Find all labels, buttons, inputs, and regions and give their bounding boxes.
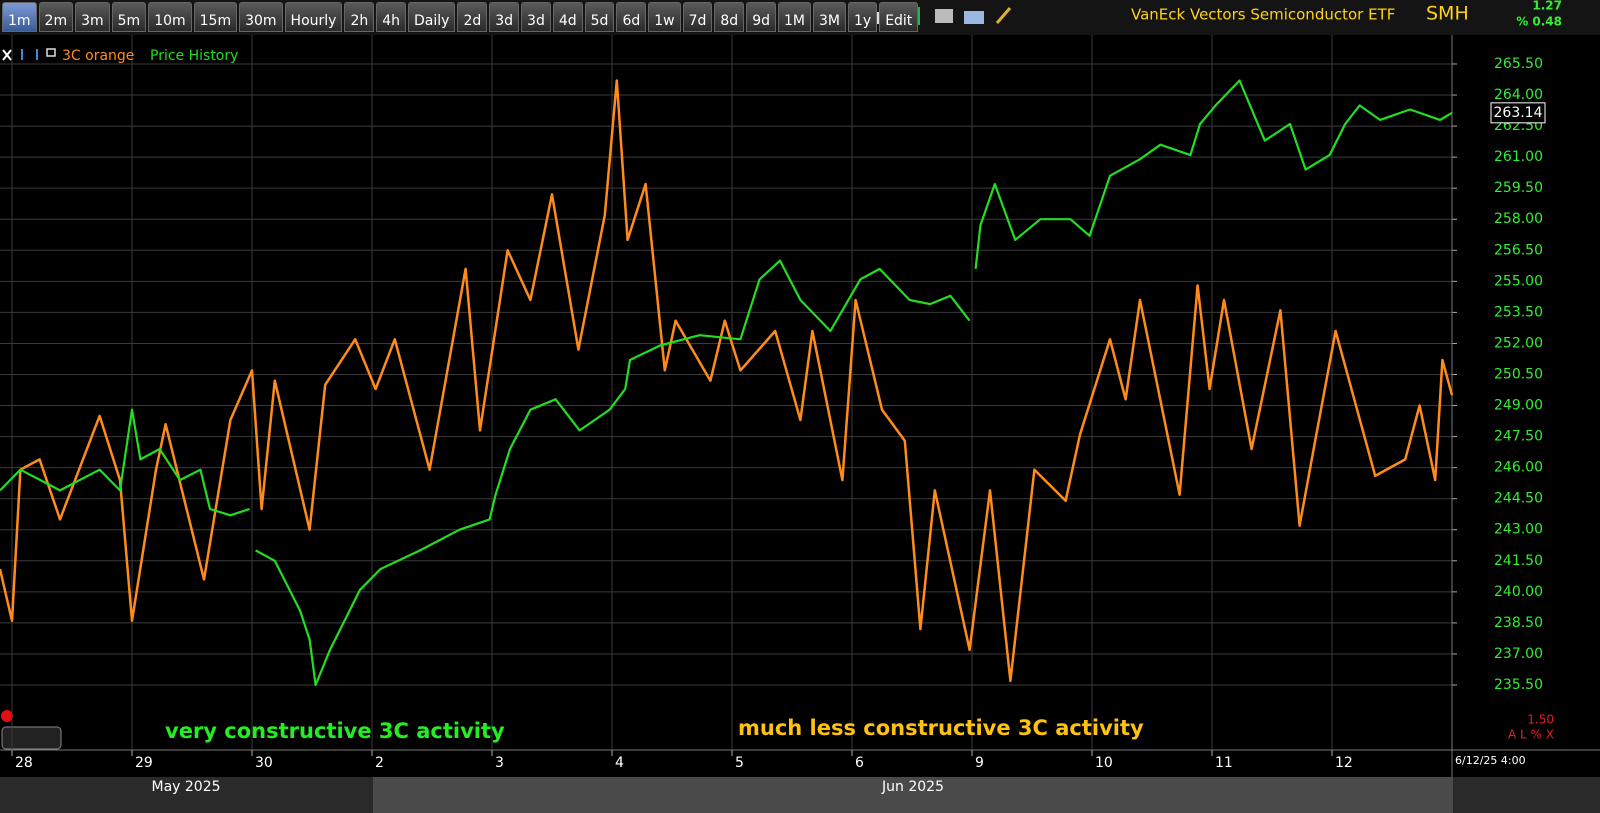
interval-button[interactable]: 10m [148,2,192,32]
scale-label: 1.50 [1527,713,1554,727]
x-tick-label: 10 [1095,755,1113,771]
y-tick-label: 250.50 [1494,366,1543,382]
y-tick-label: 243.00 [1494,522,1543,538]
x-tick-label: 30 [255,755,273,771]
y-tick-label: 265.50 [1494,56,1543,72]
interval-button[interactable]: 3m [75,2,110,32]
interval-button[interactable]: 2m [38,2,74,32]
x-tick-label: 9 [975,755,984,771]
interval-button[interactable]: 1y [847,2,878,32]
month-label: May 2025 [151,779,220,795]
interval-button[interactable]: 1M [777,2,811,32]
y-tick-label: 249.00 [1494,398,1543,414]
annotation: very constructive 3C activity [165,719,505,743]
interval-button[interactable]: 15m [193,2,238,32]
last-price-label: 263.14 [1494,105,1543,121]
interval-button[interactable]: 9d [746,2,776,32]
interval-button[interactable]: 4h [376,2,407,32]
change-percent: % 0.48 [1516,15,1562,29]
interval-button[interactable]: 3d [521,2,551,32]
y-tick-label: 258.00 [1494,211,1543,227]
series-line [0,79,1454,683]
x-tick-label: 12 [1335,755,1353,771]
interval-button[interactable]: 6d [616,2,647,32]
icon-close[interactable] [2,49,12,61]
month-bar-current [373,777,1453,813]
legend-entry: Price History [150,48,238,64]
y-tick-label: 241.50 [1494,553,1543,569]
y-tick-label: 264.00 [1494,87,1543,103]
y-tick-label: 255.00 [1494,273,1543,289]
annotation: much less constructive 3C activity [738,716,1144,740]
interval-button[interactable]: 2d [457,2,488,32]
y-tick-label: 235.50 [1494,677,1543,693]
legend-entry: 3C orange [62,48,134,64]
interval-button[interactable]: 3M [812,2,846,32]
x-tick-label: 28 [15,755,33,771]
x-tick-label: 3 [495,755,504,771]
y-tick-label: 237.00 [1494,646,1543,662]
change: 1.27 [1532,0,1562,13]
y-tick-label: 256.50 [1494,242,1543,258]
interval-button[interactable]: Daily [408,2,456,32]
y-tick-label: 259.50 [1494,180,1543,196]
status-dot [1,710,13,722]
x-tick-label: 2 [375,755,384,771]
symbol-title: VanEck Vectors Semiconductor ETF [1131,6,1395,24]
interval-button[interactable]: 1m [2,2,37,32]
icon-print[interactable] [935,9,953,23]
y-tick-label: 252.00 [1494,335,1543,351]
y-tick-label: 244.50 [1494,491,1543,507]
interval-button[interactable]: 5d [584,2,615,32]
y-tick-label: 238.50 [1494,615,1543,631]
y-tick-label: 247.50 [1494,429,1543,445]
corner-buttons[interactable]: A L % X [1508,728,1554,742]
icon-pencil[interactable] [995,7,1012,24]
interval-button[interactable]: 5m [111,2,147,32]
y-tick-label: 246.00 [1494,460,1543,476]
interval-button[interactable]: Hourly [284,2,343,32]
symbol: SMH [1426,3,1469,25]
interval-button[interactable]: 1w [648,2,681,32]
icon-pin[interactable] [46,48,56,57]
icon-card[interactable] [964,11,984,24]
x-tick-label: 5 [735,755,744,771]
interval-button[interactable]: 2h [344,2,375,32]
series-line [0,79,1453,687]
y-tick-label: 253.50 [1494,304,1543,320]
interval-button[interactable]: 3d [489,2,520,32]
x-tick-label: 6 [855,755,864,771]
grid [0,35,1452,750]
interval-toolbar: 1m 2m 3m 5m 10m 15m 30m Hourly 2h 4h Daily 2d 3d 3d 4d… [2,2,919,34]
last-price-box [1490,102,1546,124]
mini-button[interactable] [1,726,62,750]
interval-button[interactable]: 7d [682,2,713,32]
month-label: Jun 2025 [881,779,944,795]
interval-button[interactable]: Edit [879,2,919,32]
interval-button[interactable]: 4d [552,2,583,32]
x-tick-label: 4 [615,755,624,771]
x-tick-label: 29 [135,755,153,771]
timestamp: 6/12/25 4:00 [1455,754,1526,767]
y-tick-label: 240.00 [1494,584,1543,600]
legend-icons[interactable] [2,48,56,61]
interval-button[interactable]: 30m [239,2,283,32]
y-tick-label: 261.00 [1494,149,1543,165]
interval-button[interactable]: 8d [714,2,745,32]
x-tick-label: 11 [1215,755,1233,771]
